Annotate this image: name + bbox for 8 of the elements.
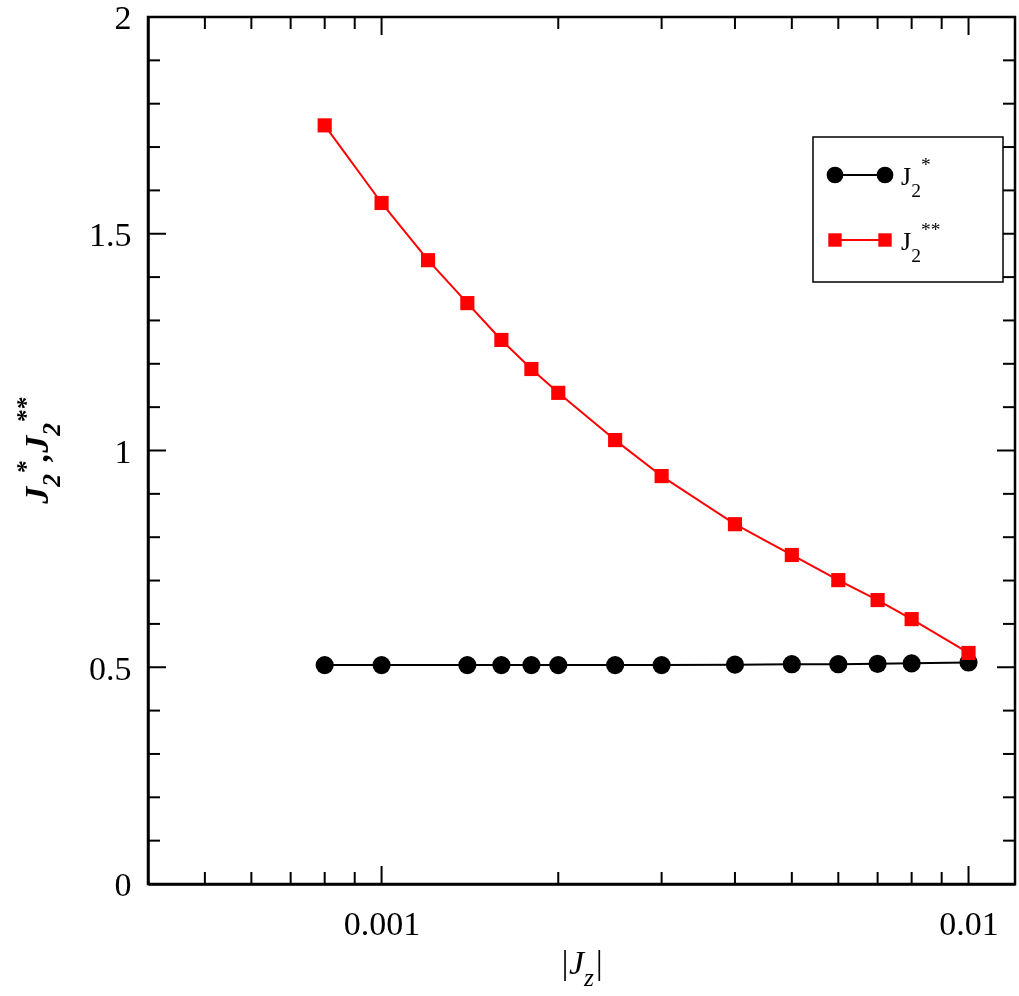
y-tick-label: 0 <box>114 866 132 904</box>
y-tick-label: 2 <box>114 0 132 37</box>
y-tick-label: 1 <box>114 432 132 470</box>
x-axis-title: |J$_{z}$| <box>559 944 604 992</box>
y-tick-label: 1.5 <box>88 216 132 254</box>
x-tick-label: 0.01 <box>939 904 999 942</box>
y-tick-label: 0.5 <box>88 649 132 687</box>
x-tick-label: 0.001 <box>343 904 421 942</box>
